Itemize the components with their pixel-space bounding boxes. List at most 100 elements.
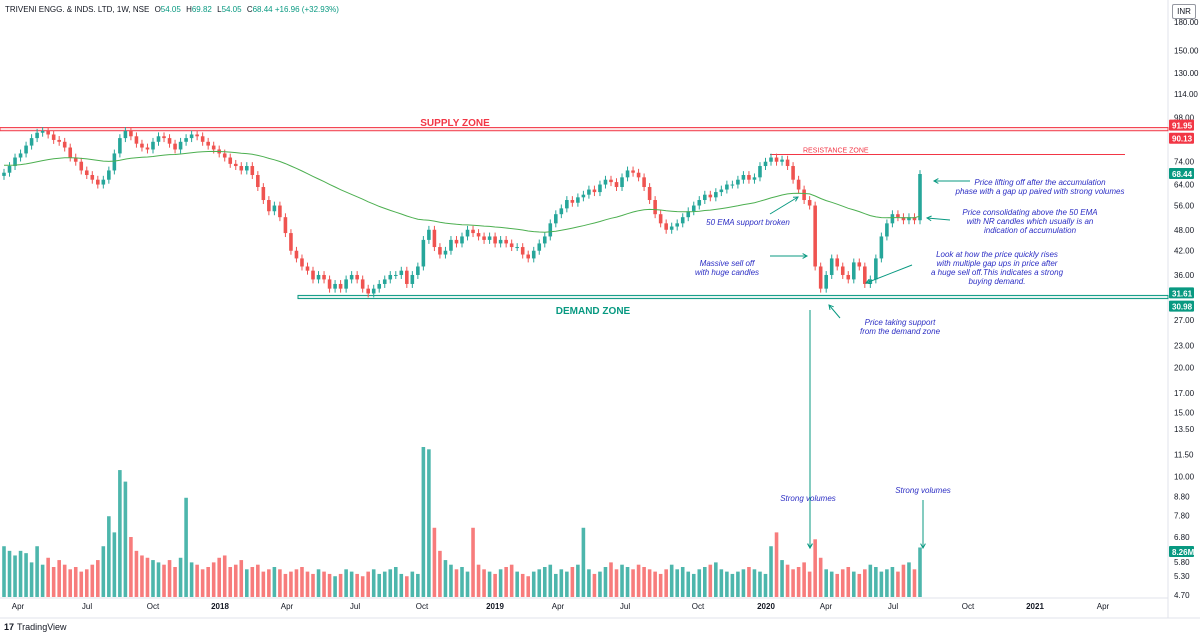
volume-bar — [151, 560, 155, 597]
candle-body — [167, 138, 172, 144]
volume-bar — [697, 569, 702, 597]
volume-bar — [173, 567, 177, 597]
volume-bar — [587, 569, 591, 597]
candle-body — [250, 166, 255, 176]
candle-body — [554, 214, 558, 224]
y-tick-label: 114.00 — [1174, 90, 1198, 99]
candle-body — [184, 138, 188, 142]
candle-body — [647, 187, 652, 201]
volume-bar — [316, 569, 321, 597]
volume-bar — [548, 564, 553, 597]
candle-body — [460, 236, 464, 244]
volume-bar — [118, 470, 122, 597]
volume-bar — [565, 571, 569, 597]
volume-bar — [642, 567, 646, 597]
candle-body — [542, 236, 547, 244]
tradingview-logo[interactable]: 17 TradingView — [4, 622, 67, 632]
annotation-text: buying demand. — [969, 277, 1026, 286]
annotation-text: 50 EMA support broken — [706, 218, 790, 227]
low-label: L — [217, 5, 222, 14]
y-tick-label: 5.30 — [1174, 572, 1190, 581]
x-tick-label: 2019 — [486, 602, 504, 611]
x-tick-label: Jul — [620, 602, 630, 611]
candle-body — [112, 153, 117, 171]
candle-body — [443, 250, 448, 255]
candle-body — [366, 288, 370, 294]
candle-body — [669, 226, 674, 230]
candle-body — [200, 136, 205, 142]
candle-body — [874, 258, 878, 280]
volume-bar — [327, 573, 332, 597]
volume-bar — [802, 562, 806, 597]
candle-body — [807, 200, 812, 206]
candle-body — [51, 134, 56, 140]
annotation-text: with NR candles which usually is an — [967, 217, 1094, 226]
candle-body — [228, 157, 233, 164]
x-tick-label: Jul — [350, 602, 360, 611]
annotation-text: Strong volumes — [895, 486, 951, 495]
volume-bar — [758, 571, 762, 597]
volume-bar — [438, 550, 442, 597]
candle-body — [162, 136, 166, 139]
volume-bar — [62, 564, 67, 597]
candle-body — [526, 254, 531, 259]
volume-bar — [658, 573, 663, 597]
volume-bar — [476, 564, 481, 597]
candle-body — [576, 197, 580, 203]
volume-bar — [382, 571, 387, 597]
candle-body — [531, 250, 536, 259]
candle-body — [316, 274, 321, 280]
candle-body — [714, 192, 718, 198]
volume-bar — [851, 571, 856, 597]
volume-bar — [912, 569, 917, 597]
candle-body — [736, 179, 740, 185]
candle-body — [327, 279, 332, 289]
volume-bar — [18, 550, 23, 597]
candle-body — [592, 189, 597, 193]
volume-bar — [846, 567, 851, 597]
candle-body — [24, 145, 28, 154]
resistance-label: RESISTANCE ZONE — [803, 147, 869, 154]
volume-bar — [730, 573, 735, 597]
volume-bar — [625, 567, 630, 597]
candle-body — [349, 274, 354, 280]
volume-bar — [410, 571, 415, 597]
volume-bar — [598, 571, 602, 597]
candle-body — [73, 157, 78, 162]
x-tick-label: Oct — [416, 602, 429, 611]
volume-bar — [140, 555, 144, 597]
volume-bar — [636, 564, 641, 597]
candle-body — [123, 130, 128, 139]
volume-bar — [752, 569, 757, 597]
volume-bar — [134, 550, 139, 597]
annotation-text: with multiple gap ups in price after — [937, 259, 1058, 268]
arrow-head — [828, 304, 834, 310]
candle-body — [631, 170, 635, 173]
candle-body — [769, 157, 773, 162]
volume-bar — [145, 557, 150, 597]
volume-bar — [774, 532, 779, 597]
arrow-line — [865, 264, 913, 284]
volume-bar — [184, 497, 188, 597]
candle-body — [758, 166, 762, 178]
volume-bar — [101, 546, 106, 597]
candle-body — [609, 179, 613, 183]
candle-body — [664, 223, 668, 230]
y-tick-label: 13.50 — [1174, 425, 1195, 434]
annotation-text: phase with a gap up paired with strong v… — [955, 187, 1125, 196]
volume-bar — [576, 564, 580, 597]
candle-body — [300, 258, 304, 267]
x-tick-label: Apr — [281, 602, 294, 611]
price-label-text: 91.95 — [1172, 122, 1193, 131]
volume-bar — [96, 560, 100, 597]
volume-bar — [504, 567, 508, 597]
volume-bar — [780, 560, 784, 597]
candle-body — [239, 166, 244, 171]
candle-body — [482, 236, 486, 240]
volume-bar — [399, 573, 404, 597]
candle-body — [90, 175, 95, 180]
currency-button[interactable]: INR — [1172, 4, 1196, 19]
y-tick-label: 10.00 — [1174, 472, 1195, 481]
candle-body — [173, 143, 177, 150]
